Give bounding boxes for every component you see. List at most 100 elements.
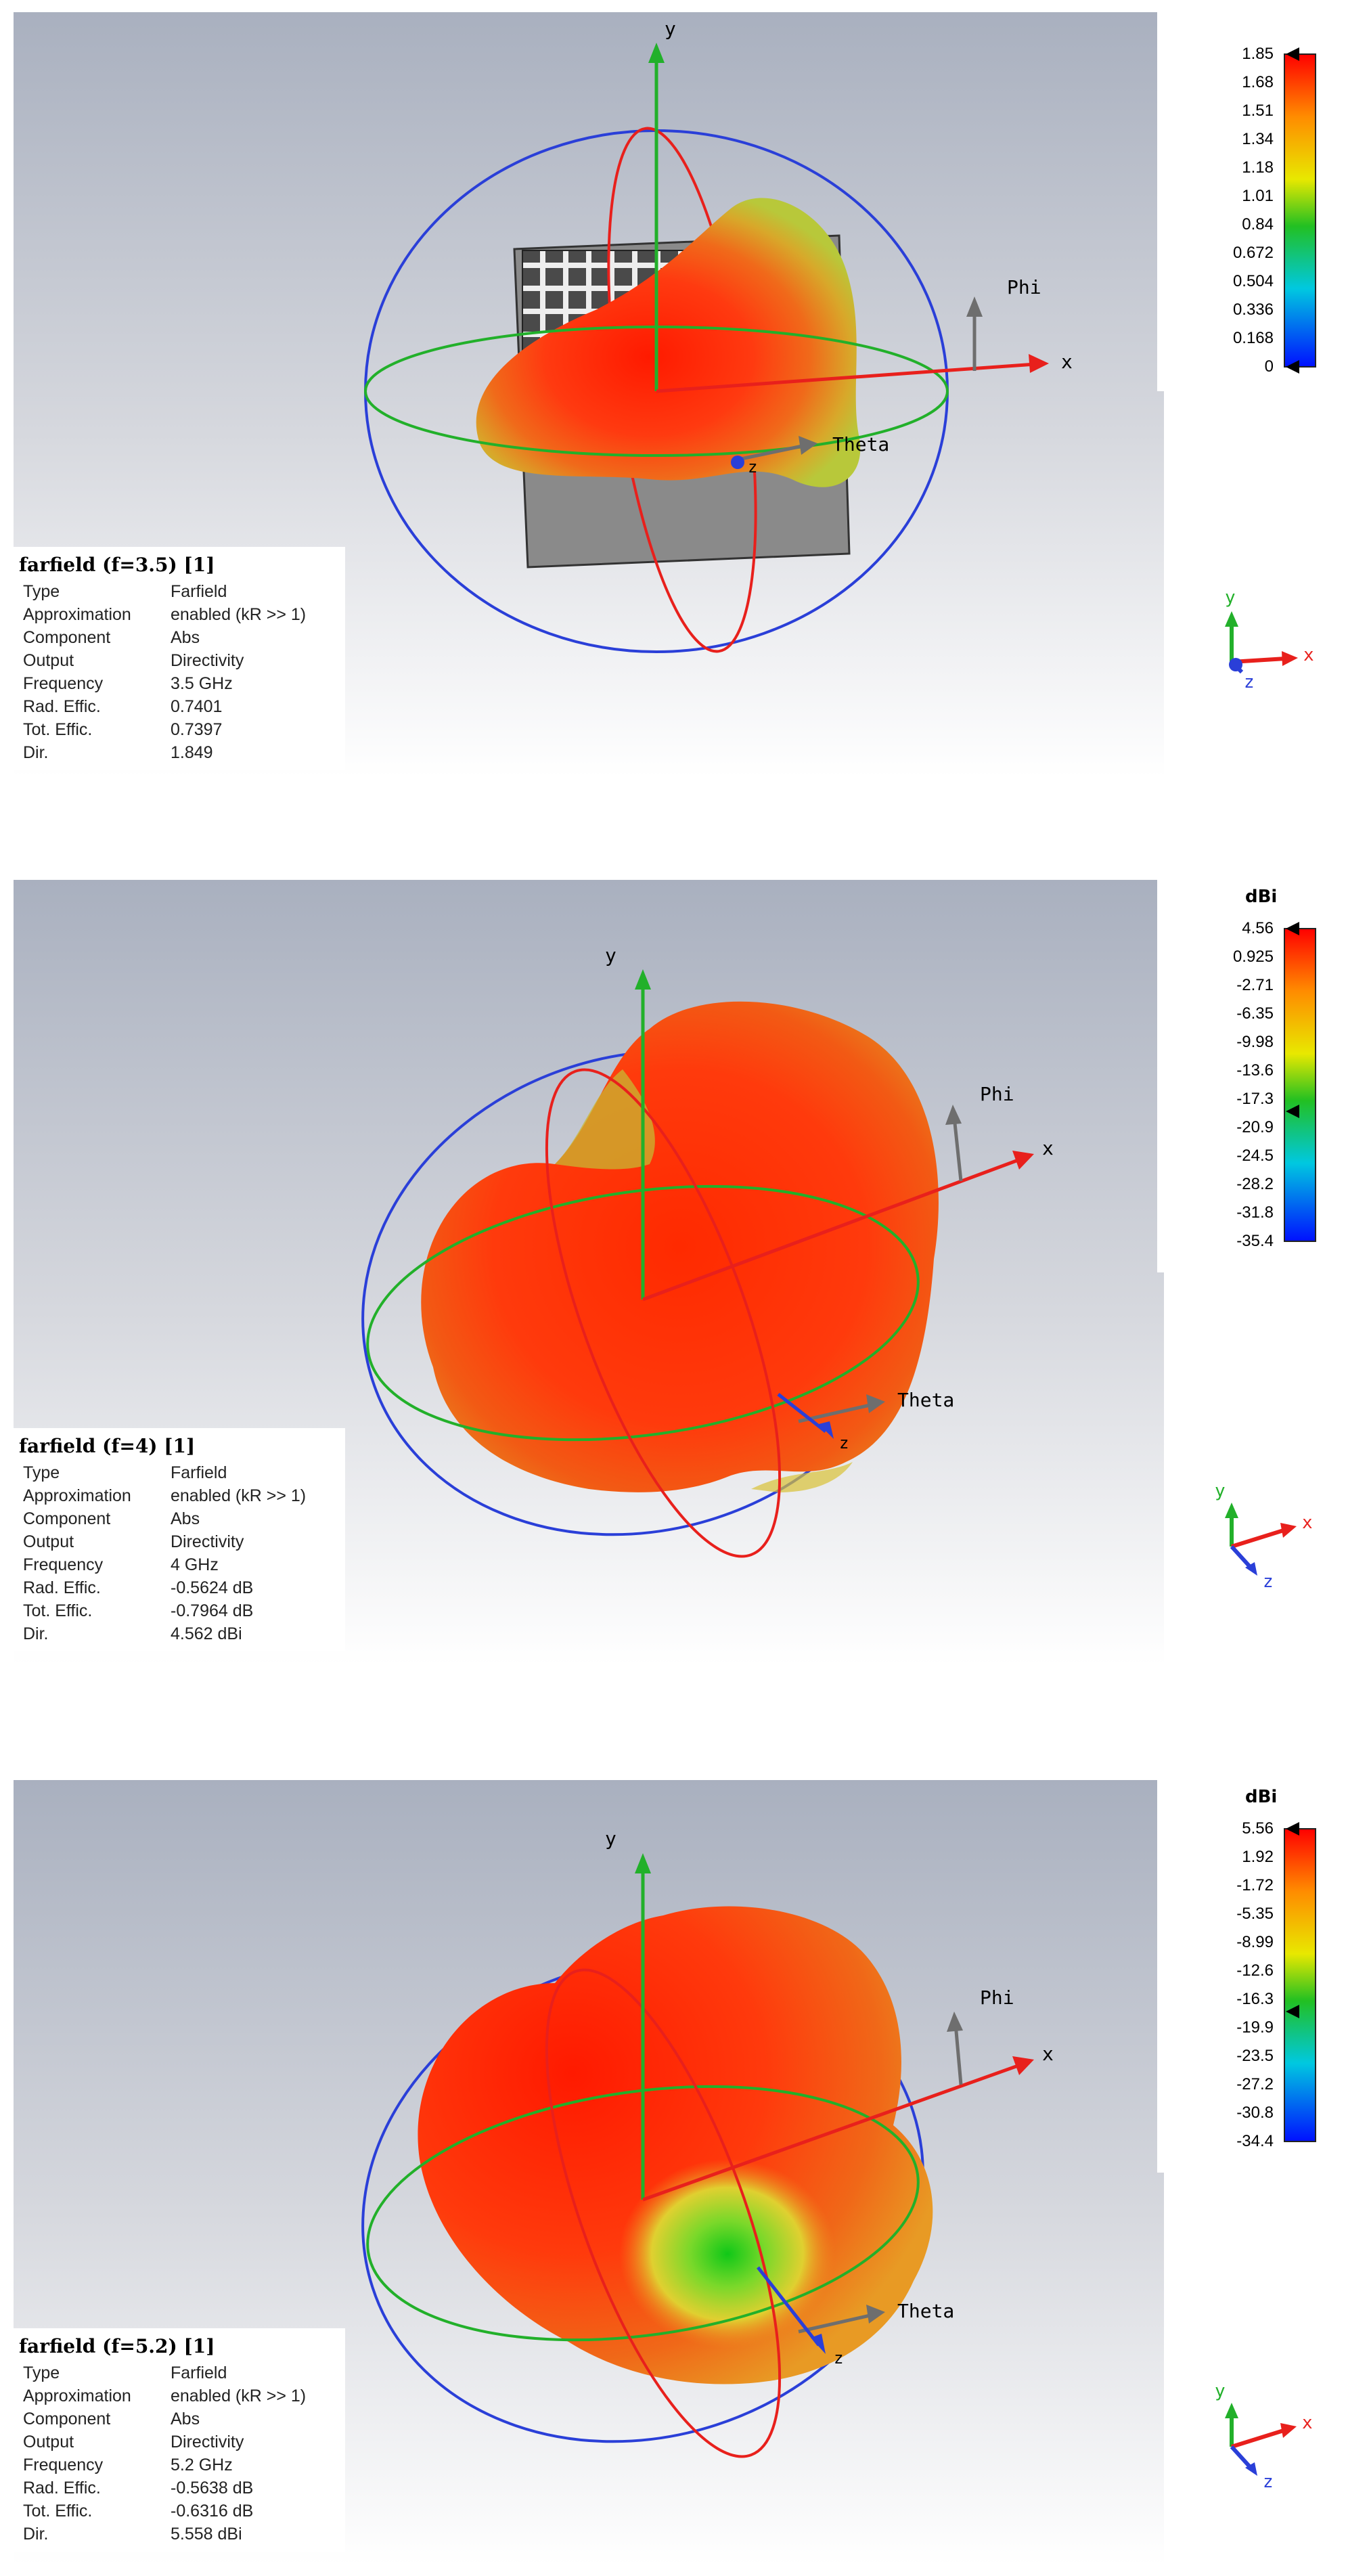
colorbar-min-marker — [1286, 360, 1299, 374]
info-key: Component — [23, 1509, 111, 1528]
triad-y-label: y — [1215, 2381, 1226, 2401]
info-box: farfield (f=5.2) [1] Type Farfield Approx… — [14, 2328, 345, 2552]
info-key: Type — [23, 2363, 60, 2382]
info-row: Tot. Effic. 0.7397 — [23, 720, 222, 740]
z-axis-label: z — [834, 2349, 844, 2368]
colorbar-tick: 1.68 — [1242, 73, 1274, 91]
theta-label: Theta — [897, 2300, 955, 2322]
info-key: Rad. Effic. — [23, 1578, 101, 1597]
colorbar-tick: 1.51 — [1242, 102, 1274, 120]
triad-y-label: y — [1225, 587, 1236, 608]
info-row: Frequency 5.2 GHz — [23, 2456, 233, 2475]
info-key: Rad. Effic. — [23, 697, 101, 716]
info-key: Tot. Effic. — [23, 1601, 93, 1620]
info-key: Frequency — [23, 2456, 104, 2474]
colorbar-level-marker — [1286, 2005, 1299, 2018]
colorbar-tick: 1.01 — [1242, 187, 1274, 205]
colorbar — [1284, 928, 1316, 1242]
info-value: Farfield — [171, 582, 227, 601]
colorbar-tick: -12.6 — [1236, 1961, 1274, 1980]
info-row: Tot. Effic. -0.7964 dB — [23, 1601, 253, 1621]
phi-label: Phi — [1007, 276, 1041, 298]
colorbar-tick: 0.504 — [1232, 272, 1274, 290]
colorbar-tick: -24.5 — [1236, 1147, 1274, 1165]
info-key: Tot. Effic. — [23, 2502, 93, 2521]
y-axis-label: y — [605, 1827, 616, 1850]
info-title: farfield (f=5.2) [1] — [19, 2335, 215, 2357]
theta-arrow — [798, 2313, 874, 2334]
red-meridian-circle — [545, 1068, 782, 1558]
colorbar-level-marker — [1286, 1105, 1299, 1118]
info-value: 3.5 GHz — [171, 674, 233, 693]
x-axis-label: x — [1042, 2043, 1054, 2065]
colorbar-tick: 0 — [1264, 357, 1274, 376]
info-row: Component Abs — [23, 628, 200, 648]
y-axis-label: y — [665, 18, 676, 40]
info-key: Component — [23, 2410, 111, 2428]
info-value: 0.7401 — [171, 697, 223, 716]
red-meridian-circle — [545, 1968, 782, 2458]
colorbar — [1284, 1828, 1316, 2142]
info-key: Dir. — [23, 743, 49, 762]
info-value: 1.849 — [171, 743, 213, 762]
z-axis-arrow — [757, 2266, 820, 2347]
colorbar-tick: 0.336 — [1232, 301, 1274, 319]
info-row: Rad. Effic. -0.5624 dB — [23, 1578, 253, 1598]
info-value: 4.562 dBi — [171, 1624, 242, 1643]
info-value: 5.558 dBi — [171, 2525, 242, 2544]
info-title: farfield (f=4) [1] — [19, 1435, 196, 1457]
info-key: Component — [23, 628, 111, 647]
info-value: enabled (kR >> 1) — [171, 1486, 307, 1505]
colorbar-tick: -2.71 — [1236, 976, 1274, 994]
3d-viewport[interactable] — [14, 1780, 1360, 2565]
colorbar-tick: -16.3 — [1236, 1990, 1274, 2008]
info-value: Farfield — [171, 2363, 227, 2382]
triad-x-label: x — [1303, 645, 1314, 665]
info-key: Approximation — [23, 605, 131, 624]
info-key: Output — [23, 1532, 74, 1551]
colorbar-tick: -31.8 — [1236, 1203, 1274, 1222]
info-row: Dir. 5.558 dBi — [23, 2525, 242, 2544]
triad-x-label: x — [1302, 1513, 1313, 1533]
colorbar-tick: 0.84 — [1242, 215, 1274, 234]
info-row: Component Abs — [23, 2410, 200, 2429]
info-row: Approximation enabled (kR >> 1) — [23, 605, 306, 625]
theta-label: Theta — [897, 1389, 955, 1411]
info-value: -0.7964 dB — [171, 1601, 254, 1620]
info-title: farfield (f=3.5) [1] — [19, 554, 215, 576]
triad-z-label: z — [1263, 2472, 1274, 2492]
info-row: Component Abs — [23, 1509, 200, 1529]
colorbar-tick: -6.35 — [1236, 1004, 1274, 1023]
y-axis-label: y — [605, 944, 616, 967]
colorbar-tick: 5.56 — [1242, 1819, 1274, 1838]
info-key: Dir. — [23, 2525, 49, 2544]
z-axis-label: z — [748, 458, 758, 476]
x-axis-arrow — [642, 2062, 1023, 2202]
green-equator-circle — [366, 1184, 920, 1442]
farfield-panel-1: y x Phi Theta z y x z 1.85 1.68 1.51 1.3… — [14, 12, 1360, 777]
info-row: Dir. 1.849 — [23, 743, 213, 763]
info-row: Type Farfield — [23, 1463, 227, 1483]
info-value: Abs — [171, 1509, 200, 1528]
info-value: Directivity — [171, 2433, 244, 2451]
theta-label: Theta — [832, 433, 890, 456]
colorbar-tick: -34.4 — [1236, 2132, 1274, 2150]
triad-x-label: x — [1302, 2413, 1313, 2433]
colorbar-tick: -9.98 — [1236, 1033, 1274, 1051]
info-key: Dir. — [23, 1624, 49, 1643]
colorbar-tick: 1.85 — [1242, 45, 1274, 63]
field-null-region — [619, 2159, 836, 2349]
z-axis-arrow — [777, 1393, 827, 1433]
colorbar-unit: dBi — [1245, 887, 1278, 907]
colorbar-tick: -23.5 — [1236, 2047, 1274, 2065]
info-row: Approximation enabled (kR >> 1) — [23, 1486, 306, 1506]
info-row: Frequency 4 GHz — [23, 1555, 219, 1575]
colorbar-tick: -28.2 — [1236, 1175, 1274, 1193]
x-axis-label: x — [1061, 351, 1073, 373]
colorbar-tick: -17.3 — [1236, 1090, 1274, 1108]
info-key: Type — [23, 582, 60, 601]
x-axis-arrow — [656, 362, 1036, 393]
z-axis-label: z — [839, 1434, 849, 1452]
info-key: Rad. Effic. — [23, 2479, 101, 2497]
info-key: Approximation — [23, 2386, 131, 2405]
